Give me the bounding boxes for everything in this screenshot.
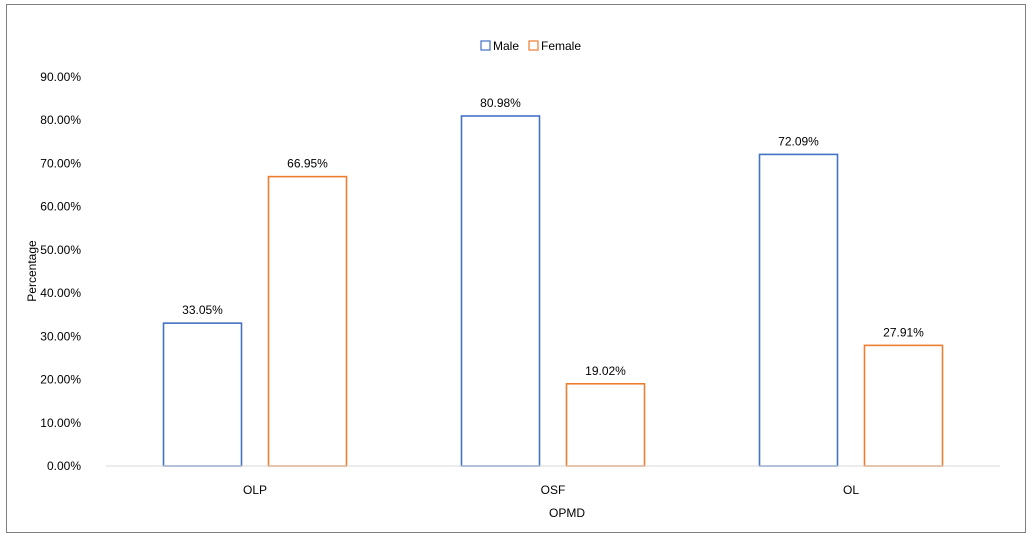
data-label-male-osf: 80.98% [480, 96, 521, 110]
data-label-male-ol: 72.09% [778, 134, 819, 148]
y-tick-label: 20.00% [40, 373, 81, 387]
legend-label-female: Female [541, 39, 581, 53]
x-tick-label-osf: OSF [541, 483, 566, 497]
legend: Male Female [480, 39, 581, 53]
y-axis-ticks: 0.00% 10.00% 20.00% 30.00% 40.00% 50.00% 60.00… [40, 70, 81, 473]
legend-label-male: Male [493, 39, 519, 53]
y-tick-label: 60.00% [40, 200, 81, 214]
x-axis-title: OPMD [549, 506, 585, 520]
bar-female-ol [863, 344, 944, 467]
y-tick-label: 70.00% [40, 156, 81, 170]
y-tick-label: 0.00% [47, 459, 81, 473]
legend-swatch-female [528, 40, 539, 51]
legend-swatch-male [480, 40, 491, 51]
y-tick-label: 30.00% [40, 329, 81, 343]
x-tick-label-ol: OL [843, 483, 859, 497]
x-axis-ticks: OLP OSF OL [243, 483, 859, 497]
bar-male-olp [162, 322, 243, 467]
x-tick-label-olp: OLP [243, 483, 267, 497]
bar-male-osf [460, 115, 541, 467]
y-tick-label: 40.00% [40, 286, 81, 300]
data-label-female-ol: 27.91% [883, 325, 924, 339]
data-label-male-olp: 33.05% [182, 303, 223, 317]
y-tick-label: 90.00% [40, 70, 81, 84]
y-tick-label: 50.00% [40, 243, 81, 257]
chart-frame [6, 4, 1026, 533]
y-tick-label: 80.00% [40, 113, 81, 127]
data-label-female-osf: 19.02% [585, 364, 626, 378]
y-tick-label: 10.00% [40, 416, 81, 430]
data-labels: 33.05% 66.95% 80.98% 19.02% 72.09% 27.91% [182, 96, 924, 378]
bar-female-olp [267, 175, 348, 467]
data-label-female-olp: 66.95% [287, 157, 328, 171]
bars [162, 115, 944, 467]
bar-male-ol [758, 153, 839, 467]
bar-female-osf [565, 382, 646, 467]
y-axis-title: Percentage [25, 240, 39, 302]
